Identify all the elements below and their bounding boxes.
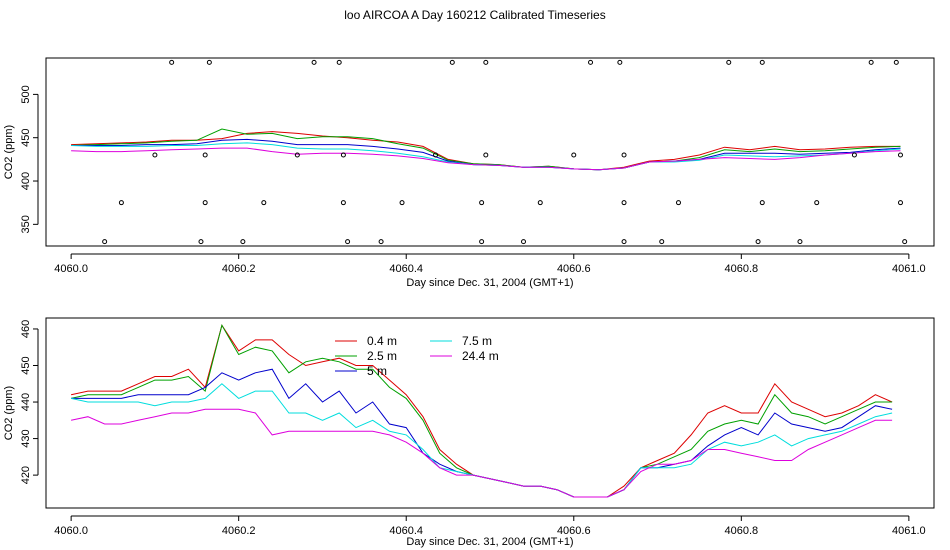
scatter-point bbox=[868, 59, 874, 65]
scatter-point bbox=[240, 239, 246, 245]
x-tick-label: 4060.0 bbox=[54, 525, 88, 537]
top-panel-all-points: 4060.0 4060.2 4060.4 4060.6 4060.8 4061.0 Day … bbox=[3, 57, 935, 289]
scatter-point bbox=[399, 200, 405, 206]
legend-label: 0.4 m bbox=[367, 334, 397, 348]
scatter-point bbox=[851, 152, 857, 158]
scatter-point bbox=[118, 200, 124, 206]
scatter-point bbox=[261, 200, 267, 206]
y-tick-label: 350 bbox=[20, 215, 32, 233]
scatter-point bbox=[206, 59, 212, 65]
scatter-point bbox=[198, 239, 204, 245]
scatter-point bbox=[759, 59, 765, 65]
x-axis-label: Day since Dec. 31, 2004 (GMT+1) bbox=[406, 277, 573, 289]
x-tick-label: 4060.2 bbox=[222, 263, 256, 275]
x-tick-label: 4061.0 bbox=[892, 263, 926, 275]
scatter-point bbox=[621, 152, 627, 158]
x-tick-label: 4060.0 bbox=[54, 263, 88, 275]
series-line bbox=[70, 408, 893, 498]
scatter-point bbox=[537, 200, 543, 206]
x-tick-label: 4060.4 bbox=[389, 525, 423, 537]
scatter-point bbox=[479, 200, 485, 206]
scatter-point bbox=[340, 200, 346, 206]
scatter-point bbox=[345, 239, 351, 245]
x-tick-label: 4060.6 bbox=[557, 525, 591, 537]
y-tick-label: 500 bbox=[20, 85, 32, 103]
scatter-point bbox=[571, 152, 577, 158]
y-tick-label: 420 bbox=[20, 466, 32, 484]
scatter-point bbox=[759, 200, 765, 206]
scatter-point bbox=[755, 239, 761, 245]
series-line bbox=[71, 147, 901, 171]
legend-label: 5 m bbox=[367, 364, 387, 378]
scatter-point bbox=[521, 239, 527, 245]
scatter-point bbox=[659, 239, 665, 245]
series-line bbox=[70, 383, 893, 498]
y-tick-label: 440 bbox=[20, 393, 32, 411]
bottom-panel-by-height: 4060.0 4060.2 4060.4 4060.6 4060.8 4061.0 Day … bbox=[3, 317, 935, 548]
scatter-point bbox=[152, 152, 158, 158]
scatter-point bbox=[483, 152, 489, 158]
scatter-point bbox=[479, 239, 485, 245]
y-axis-label: CO2 (ppm) bbox=[3, 386, 15, 440]
scatter-point bbox=[621, 200, 627, 206]
scatter-point bbox=[893, 59, 899, 65]
scatter-point bbox=[588, 59, 594, 65]
figure-title: loo AIRCOA A Day 160212 Calibrated Times… bbox=[344, 8, 605, 22]
series-line bbox=[71, 368, 893, 498]
scatter-point bbox=[336, 59, 342, 65]
scatter-point bbox=[483, 59, 489, 65]
scatter-point bbox=[294, 152, 300, 158]
scatter-point bbox=[897, 200, 903, 206]
legend-label: 24.4 m bbox=[462, 349, 499, 363]
scatter-point bbox=[433, 152, 439, 158]
scatter-point bbox=[202, 200, 208, 206]
scatter-point bbox=[311, 59, 317, 65]
scatter-point bbox=[621, 239, 627, 245]
y-tick-label: 430 bbox=[20, 429, 32, 447]
plot-frame bbox=[45, 317, 935, 509]
x-tick-label: 4060.8 bbox=[724, 525, 758, 537]
x-axis-label: Day since Dec. 31, 2004 (GMT+1) bbox=[406, 536, 573, 548]
scatter-point bbox=[340, 152, 346, 158]
scatter-point bbox=[814, 200, 820, 206]
y-tick-label: 450 bbox=[20, 356, 32, 374]
scatter-point bbox=[102, 239, 108, 245]
x-tick-label: 4060.8 bbox=[724, 263, 758, 275]
y-tick-label: 450 bbox=[20, 129, 32, 147]
y-axis-label: CO2 (ppm) bbox=[3, 125, 15, 179]
scatter-point bbox=[675, 200, 681, 206]
scatter-point bbox=[897, 152, 903, 158]
series-line bbox=[71, 128, 901, 171]
scatter-point bbox=[169, 59, 175, 65]
scatter-point bbox=[902, 239, 908, 245]
scatter-point bbox=[202, 152, 208, 158]
scatter-point bbox=[449, 59, 455, 65]
x-tick-label: 4060.6 bbox=[557, 263, 591, 275]
scatter-point bbox=[797, 239, 803, 245]
legend: 0.4 m2.5 m5 m 7.5 m24.4 m bbox=[335, 334, 499, 378]
scatter-point bbox=[617, 59, 623, 65]
legend-label: 7.5 m bbox=[462, 334, 492, 348]
legend-label: 2.5 m bbox=[367, 349, 397, 363]
x-tick-label: 4060.2 bbox=[222, 525, 256, 537]
scatter-point bbox=[378, 239, 384, 245]
x-tick-label: 4061.0 bbox=[892, 525, 926, 537]
plot-frame bbox=[45, 57, 935, 247]
scatter-point bbox=[726, 59, 732, 65]
x-tick-label: 4060.4 bbox=[389, 263, 423, 275]
y-tick-label: 400 bbox=[20, 172, 32, 190]
y-tick-label: 460 bbox=[20, 320, 32, 338]
